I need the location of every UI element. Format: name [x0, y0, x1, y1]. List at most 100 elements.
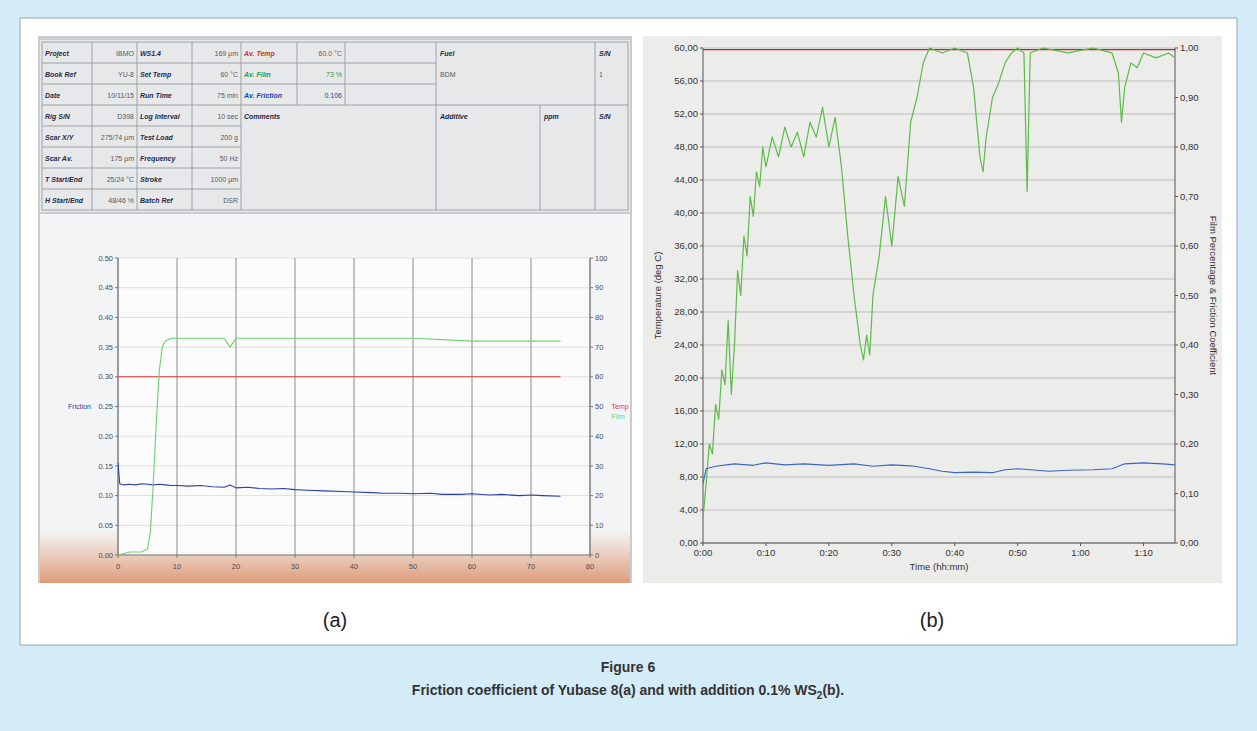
- x-tick-label: 1:10: [1134, 547, 1153, 558]
- grid-line: [703, 213, 1175, 214]
- tick-mark: [891, 543, 892, 546]
- field-label: Rig S/N: [45, 113, 71, 121]
- field-label: T Start/End: [45, 176, 83, 183]
- tick-mark: [236, 555, 237, 558]
- y-tick-label: 0.05: [98, 521, 113, 530]
- y-tick-label: 8,00: [680, 471, 699, 482]
- field-label: Log Interval: [140, 113, 181, 121]
- field-label: Frequency: [140, 155, 177, 163]
- grid-line: [703, 180, 1175, 181]
- x-tick-label: 0:40: [945, 547, 964, 558]
- tick-mark: [531, 555, 532, 558]
- tick-mark: [700, 477, 703, 478]
- grid-line: [295, 258, 296, 555]
- tick-mark: [700, 378, 703, 379]
- table-rule: [137, 42, 138, 210]
- tick-mark: [700, 114, 703, 115]
- x-tick-label: 0:00: [694, 547, 713, 558]
- y-tick-label: 0.25: [98, 402, 113, 411]
- table-rule: [42, 147, 241, 148]
- field-value: YU-8: [118, 71, 134, 78]
- table-rule: [42, 168, 241, 169]
- field-value: 200 g: [220, 134, 238, 142]
- series-name: Film: [612, 413, 625, 420]
- y2-tick-label: 0,90: [1180, 92, 1199, 103]
- grid-line: [703, 477, 1175, 478]
- table-rule: [241, 42, 242, 210]
- y-tick-label: 36,00: [674, 240, 698, 251]
- x-tick-label: 30: [291, 562, 299, 571]
- table-rule: [540, 105, 541, 210]
- y2-tick-label: 20: [595, 491, 603, 500]
- y-tick-label: 0.45: [98, 283, 113, 292]
- tick-mark: [700, 246, 703, 247]
- y-tick-label: 0.00: [98, 551, 113, 560]
- grid-line: [703, 312, 1175, 313]
- y-tick-label: 0.10: [98, 491, 113, 500]
- field-label: Test Load: [140, 134, 174, 141]
- tick-mark: [1143, 543, 1144, 546]
- grid-line: [703, 279, 1175, 280]
- y-tick-label: 0.40: [98, 313, 113, 322]
- y-tick-label: 0.20: [98, 432, 113, 441]
- series-name: Friction: [68, 403, 91, 410]
- tick-mark: [1080, 543, 1081, 546]
- field-label: Date: [45, 92, 60, 99]
- tick-mark: [700, 510, 703, 511]
- photo-b: [643, 36, 1222, 583]
- tick-mark: [954, 543, 955, 546]
- x-tick-label: 40: [350, 562, 358, 571]
- x-tick-label: 50: [409, 562, 417, 571]
- table-rule: [297, 42, 298, 105]
- tick-mark: [295, 555, 296, 558]
- fuel-value: BDM: [440, 71, 456, 78]
- tick-mark: [590, 465, 593, 466]
- figure-frame: [20, 18, 1237, 645]
- grid-line: [413, 258, 414, 555]
- y2-tick-label: 0,40: [1180, 339, 1199, 350]
- y-tick-label: 48,00: [674, 141, 698, 152]
- table-rule: [42, 42, 436, 43]
- tick-mark: [700, 147, 703, 148]
- tick-mark: [115, 347, 118, 348]
- tick-mark: [590, 436, 593, 437]
- panel-label: (a): [323, 609, 347, 631]
- y-axis-title: Temperature (deg C): [652, 252, 663, 340]
- field-value: 60 °C: [220, 71, 238, 78]
- screen-table: ProjectIBMOWS1.4169 µmAv. Temp60.0 °CBoo…: [42, 42, 628, 210]
- tick-mark: [590, 376, 593, 377]
- field-value: DSR: [223, 197, 238, 204]
- y2-tick-label: 0,30: [1180, 389, 1199, 400]
- grid-line: [703, 246, 1175, 247]
- y2-tick-label: 0,70: [1180, 191, 1199, 202]
- table-rule: [42, 105, 436, 106]
- series-group: [703, 48, 1175, 518]
- tick-mark: [700, 444, 703, 445]
- tick-mark: [700, 279, 703, 280]
- grid-line: [236, 258, 237, 555]
- grid-line: [703, 81, 1175, 82]
- tick-mark: [765, 543, 766, 546]
- series-line: [703, 49, 1175, 50]
- field-value: 60.0 °C: [319, 50, 342, 57]
- tick-mark: [115, 317, 118, 318]
- field-label: Av. Temp: [243, 50, 276, 58]
- field-value: 48/46 %: [108, 197, 134, 204]
- figure: ProjectIBMOWS1.4169 µmAv. Temp60.0 °CBoo…: [0, 0, 1257, 731]
- screen-table-area: [40, 40, 630, 212]
- table-rule: [436, 42, 628, 43]
- x-tick-label: 0:20: [820, 547, 839, 558]
- x-tick-label: 20: [232, 562, 240, 571]
- field-label: H Start/End: [45, 197, 84, 204]
- field-value: 25/24 °C: [107, 176, 134, 183]
- table-rule: [436, 210, 628, 211]
- y2-tick-label: 60: [595, 372, 603, 381]
- field-value: 10/11/15: [107, 92, 134, 99]
- x-tick-label: 0:50: [1008, 547, 1027, 558]
- y-tick-label: 4,00: [680, 504, 699, 515]
- grid-line: [118, 376, 590, 377]
- x-tick-label: 0: [116, 562, 120, 571]
- field-label: Set Temp: [140, 71, 172, 79]
- tick-mark: [1175, 295, 1178, 296]
- tick-mark: [828, 543, 829, 546]
